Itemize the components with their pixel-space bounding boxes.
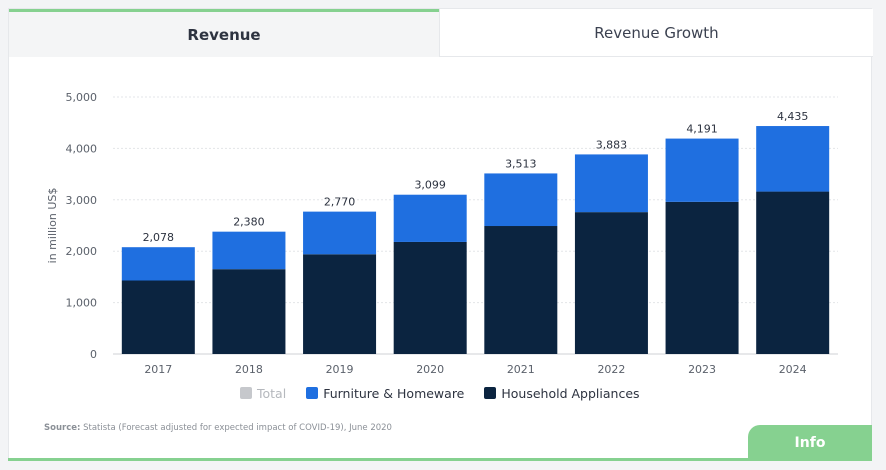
legend-swatch-appliances bbox=[484, 387, 497, 399]
bar-furniture-homeware bbox=[665, 138, 739, 202]
y-tick-label: 5,000 bbox=[66, 91, 98, 104]
legend-label-appliances: Household Appliances bbox=[501, 385, 640, 401]
info-button[interactable]: Info bbox=[748, 425, 872, 461]
legend-swatch-total bbox=[240, 387, 252, 399]
bar-total-label: 4,191 bbox=[686, 123, 718, 136]
tab-revenue[interactable]: Revenue bbox=[9, 9, 439, 57]
bar-household-appliances bbox=[212, 269, 286, 354]
bar-household-appliances bbox=[756, 191, 830, 354]
x-tick-label: 2019 bbox=[326, 363, 354, 376]
bar-furniture-homeware bbox=[756, 126, 830, 192]
y-tick-label: 4,000 bbox=[66, 142, 98, 155]
y-tick-label: 0 bbox=[90, 348, 97, 361]
bar-furniture-homeware bbox=[484, 173, 558, 227]
x-tick-label: 2024 bbox=[779, 363, 807, 376]
bar-total-label: 3,099 bbox=[414, 179, 446, 192]
legend-swatch-furniture bbox=[306, 387, 319, 399]
x-tick-label: 2022 bbox=[597, 363, 625, 376]
bar-household-appliances bbox=[574, 212, 648, 354]
source-text: Statista (Forecast adjusted for expected… bbox=[83, 423, 392, 433]
x-tick-label: 2017 bbox=[144, 363, 172, 376]
bar-furniture-homeware bbox=[393, 194, 467, 242]
bar-household-appliances bbox=[121, 280, 195, 354]
y-tick-label: 3,000 bbox=[66, 194, 98, 207]
bar-household-appliances bbox=[393, 241, 467, 354]
bar-total-label: 2,770 bbox=[324, 196, 356, 209]
bar-furniture-homeware bbox=[121, 247, 195, 281]
legend-item-furniture[interactable]: Furniture & Homeware bbox=[306, 386, 464, 401]
bar-furniture-homeware bbox=[574, 154, 648, 213]
y-axis-label: in million US$ bbox=[46, 188, 59, 264]
legend-item-appliances[interactable]: Household Appliances bbox=[484, 385, 640, 401]
bar-household-appliances bbox=[665, 201, 739, 354]
bar-household-appliances bbox=[484, 226, 558, 354]
x-tick-label: 2021 bbox=[507, 363, 535, 376]
bar-total-label: 2,078 bbox=[143, 231, 175, 244]
x-tick-label: 2020 bbox=[416, 363, 444, 376]
bar-household-appliances bbox=[303, 254, 377, 354]
tab-revenue-growth[interactable]: Revenue Growth bbox=[439, 9, 873, 57]
bar-furniture-homeware bbox=[303, 211, 377, 255]
bar-total-label: 2,380 bbox=[233, 216, 265, 229]
bar-total-label: 3,883 bbox=[596, 138, 628, 151]
x-tick-label: 2018 bbox=[235, 363, 263, 376]
x-tick-label: 2023 bbox=[688, 363, 716, 376]
accent-bar bbox=[8, 458, 872, 461]
bar-total-label: 4,435 bbox=[777, 110, 809, 123]
source-note: Source: Statista (Forecast adjusted for … bbox=[44, 423, 392, 433]
chart-legend: Total Furniture & Homeware Household App… bbox=[240, 383, 640, 403]
bar-total-label: 3,513 bbox=[505, 157, 537, 170]
bar-furniture-homeware bbox=[212, 231, 286, 270]
legend-label-total: Total bbox=[257, 385, 287, 401]
y-tick-label: 2,000 bbox=[66, 245, 98, 258]
legend-item-total[interactable]: Total bbox=[240, 386, 286, 401]
legend-label-furniture: Furniture & Homeware bbox=[323, 385, 465, 401]
source-label: Source: bbox=[44, 423, 81, 433]
y-tick-label: 1,000 bbox=[66, 297, 98, 310]
